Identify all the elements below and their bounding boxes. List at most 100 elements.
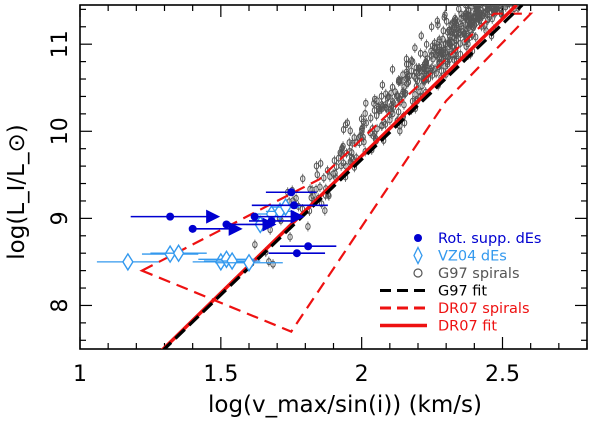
g97-point (287, 233, 293, 241)
legend-symbol-rot-supp (414, 234, 422, 242)
g97-point (308, 194, 314, 202)
vz04-point (279, 197, 292, 217)
g97-point (372, 95, 378, 103)
g97-point (463, 14, 469, 22)
vz04-point (226, 251, 238, 271)
g97-point (432, 65, 438, 73)
g97-point (464, 12, 470, 20)
g97-point (505, 0, 509, 3)
g97-point (500, 5, 504, 6)
g97-point (416, 69, 422, 77)
g97-point (491, 5, 493, 6)
g97-point (503, 0, 507, 1)
g97-point (475, 0, 479, 2)
g97-point (347, 127, 353, 135)
g97-point (486, 13, 493, 21)
rot-supp-point (292, 249, 301, 258)
g97-point (340, 126, 347, 134)
g97-point (495, 5, 498, 6)
rot-supp-point (222, 220, 231, 229)
g97-point (507, 5, 512, 7)
g97-point (436, 36, 443, 44)
g97-point (501, 5, 505, 6)
g97-point (401, 101, 407, 109)
legend-label: Rot. supp. dEs (438, 231, 542, 247)
g97-point (483, 5, 485, 6)
g97-point (468, 18, 474, 26)
g97-point (322, 207, 328, 215)
g97-point (428, 51, 435, 59)
vz04-points (96, 197, 300, 273)
g97-point (501, 5, 507, 7)
g97-point (446, 56, 452, 64)
rot-supp-point (287, 188, 296, 197)
y-tick-label: 9 (48, 211, 73, 225)
g97-point (503, 5, 509, 11)
g97-point (478, 6, 484, 14)
g97-point (440, 35, 446, 43)
g97-point (321, 174, 327, 182)
g97-point (400, 71, 406, 79)
y-axis-title: log(L_I/L_⊙) (4, 124, 30, 259)
g97-point (448, 21, 454, 29)
g97-point (482, 10, 488, 18)
y-tick-label: 10 (48, 117, 73, 145)
g97-point (491, 5, 494, 6)
g97-point (458, 22, 465, 30)
g97-point (411, 72, 417, 80)
y-tick-label: 8 (48, 298, 73, 312)
g97-point (396, 76, 402, 84)
g97-point (300, 175, 306, 183)
g97-point (379, 81, 386, 89)
legend-label: VZ04 dEs (438, 249, 507, 265)
rot-supp-point (250, 212, 259, 221)
g97-point (435, 21, 441, 29)
g97-point (500, 0, 504, 2)
g97-point (391, 100, 397, 108)
g97-point (379, 121, 385, 129)
legend-symbol-vz04 (413, 246, 423, 265)
g97-point (441, 52, 447, 60)
g97-point (314, 171, 320, 179)
g97-point (412, 44, 418, 52)
g97-point (385, 93, 392, 101)
g97-point (404, 73, 411, 81)
g97-point (358, 125, 365, 133)
g97-point (472, 9, 479, 17)
g97-point (444, 48, 450, 56)
g97-point (428, 23, 435, 31)
g97-point (452, 46, 459, 54)
g97-point (378, 92, 385, 100)
vz04-point (164, 244, 176, 264)
g97-point (502, 5, 505, 6)
g97-point (462, 5, 469, 9)
g97-point (369, 125, 376, 133)
g97-point (370, 132, 377, 140)
g97-fit-line (162, 5, 524, 349)
g97-point (408, 57, 415, 65)
g97-point (484, 5, 491, 9)
dr07-spirals-outline (139, 12, 534, 333)
g97-point (478, 0, 482, 2)
g97-point (473, 33, 479, 41)
g97-point (423, 40, 430, 48)
g97-point (440, 27, 447, 35)
x-axis-title: log(v_max/sin(i)) (km/s) (208, 392, 482, 418)
g97-point (506, 0, 510, 1)
g97-point (252, 241, 258, 249)
legend-symbol-g97 (413, 268, 423, 278)
g97-point (317, 159, 324, 167)
g97-point (413, 75, 419, 83)
g97-point (368, 114, 374, 122)
g97-point (494, 5, 498, 6)
g97-point (339, 144, 345, 152)
g97-point (456, 5, 462, 13)
g97-point (399, 90, 405, 98)
g97-point (451, 34, 458, 42)
rot-supp-arrow-head (228, 221, 243, 236)
g97-point (349, 139, 356, 147)
g97-point (362, 109, 368, 117)
g97-point (346, 139, 352, 147)
g97-point (510, 0, 514, 2)
g97-point (432, 43, 438, 51)
